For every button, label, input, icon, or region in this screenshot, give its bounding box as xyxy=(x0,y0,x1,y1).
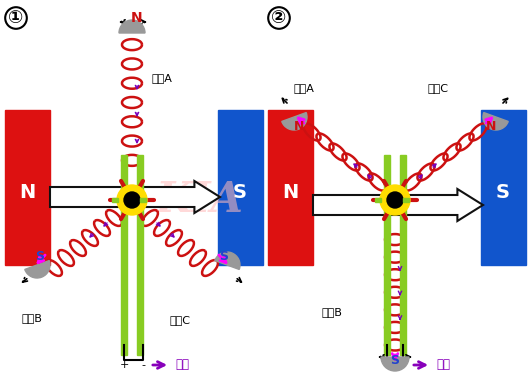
Text: N: N xyxy=(282,183,298,201)
Text: 线圈C: 线圈C xyxy=(170,315,191,325)
Text: -: - xyxy=(141,360,145,370)
Text: ②: ② xyxy=(271,9,287,27)
Text: N: N xyxy=(131,11,143,25)
Bar xyxy=(375,198,381,202)
Wedge shape xyxy=(381,357,409,371)
Text: S: S xyxy=(219,251,228,264)
Text: ①: ① xyxy=(8,9,24,27)
Wedge shape xyxy=(282,112,307,130)
Circle shape xyxy=(124,192,140,208)
Circle shape xyxy=(387,192,403,208)
Text: N: N xyxy=(486,120,496,134)
Text: S: S xyxy=(36,251,45,264)
Text: 电流: 电流 xyxy=(175,358,189,372)
Bar xyxy=(268,110,313,265)
Bar xyxy=(112,198,118,202)
Text: 线圈A: 线圈A xyxy=(293,83,314,93)
Text: 线圈C: 线圈C xyxy=(428,83,449,93)
Bar xyxy=(121,155,127,355)
Text: -: - xyxy=(401,361,405,371)
Polygon shape xyxy=(50,181,220,213)
Text: +: + xyxy=(119,360,129,370)
Text: S: S xyxy=(233,183,247,201)
Wedge shape xyxy=(25,261,50,278)
Text: N: N xyxy=(294,120,304,134)
Text: 线圈B: 线圈B xyxy=(22,313,43,323)
Wedge shape xyxy=(215,252,240,270)
Bar xyxy=(481,110,526,265)
Polygon shape xyxy=(313,189,483,221)
Circle shape xyxy=(117,185,147,215)
Bar xyxy=(218,110,263,265)
Bar xyxy=(400,155,406,355)
Bar xyxy=(403,198,409,202)
Bar xyxy=(5,110,50,265)
Text: S: S xyxy=(391,354,400,366)
Text: 线圈B: 线圈B xyxy=(321,307,342,317)
Wedge shape xyxy=(483,112,508,130)
Bar xyxy=(140,198,146,202)
Text: KIA: KIA xyxy=(156,179,244,221)
Circle shape xyxy=(380,185,410,215)
Text: N: N xyxy=(19,183,35,201)
Wedge shape xyxy=(119,20,145,33)
Text: +: + xyxy=(382,361,392,371)
Text: 电流: 电流 xyxy=(436,358,450,372)
Bar xyxy=(137,155,143,355)
Bar xyxy=(384,155,390,355)
Text: S: S xyxy=(496,183,510,201)
Text: 线圈A: 线圈A xyxy=(152,73,173,83)
